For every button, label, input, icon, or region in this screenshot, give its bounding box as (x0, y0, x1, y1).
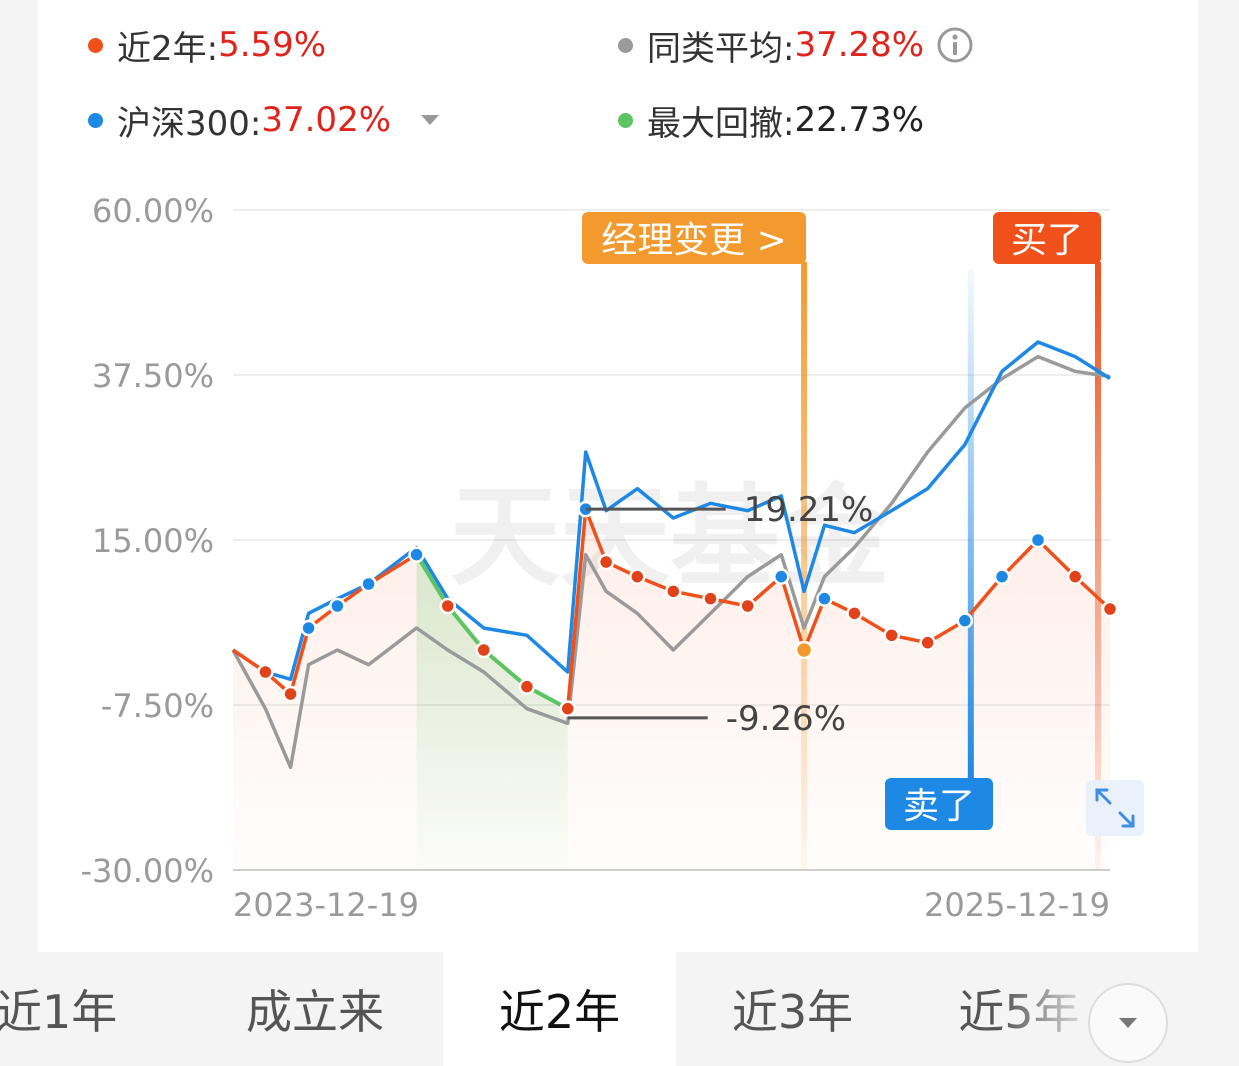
legend-index-label: 沪深300: (117, 103, 262, 144)
y-tick-label: 60.00% (92, 192, 214, 230)
trade-dot (665, 583, 682, 600)
trade-dot (475, 641, 492, 659)
legend-fund-label: 近2年: (117, 28, 219, 69)
category-avg-dot-icon (618, 37, 633, 53)
more-tabs-button[interactable] (1088, 983, 1168, 1063)
max-drawdown-area (416, 554, 568, 870)
legend-category-avg-label: 同类平均: (647, 28, 795, 69)
event-lines (801, 262, 1101, 870)
y-tick-label: -7.50% (101, 687, 214, 725)
trade-dot (773, 568, 790, 585)
manager-change-label: 经理变更 > (601, 220, 787, 261)
series-lines (231, 340, 1112, 770)
tab-since-inception[interactable]: 成立来 (246, 985, 384, 1039)
y-axis-ticks: 60.00% 37.50% 15.00% -7.50% -30.00% (80, 192, 214, 890)
trade-dot (300, 619, 317, 637)
expand-button[interactable] (1086, 780, 1144, 836)
tab-1y[interactable]: 近1年 (0, 985, 118, 1039)
sell-tag[interactable]: 卖了 (885, 778, 993, 830)
legend-max-drawdown-value: 22.73% (794, 100, 925, 140)
trade-dot (282, 685, 299, 703)
trade-dot (1066, 568, 1084, 585)
trade-dot (559, 700, 576, 717)
legend-fund-value: 5.59% (218, 25, 327, 65)
buy-label: 买了 (1011, 220, 1083, 261)
trade-dot (629, 568, 646, 585)
trade-dot (518, 678, 536, 695)
y-tick-label: -30.00% (80, 852, 214, 890)
legend-max-drawdown-label: 最大回撤: (647, 103, 795, 144)
event-line (967, 270, 974, 780)
tab-fade (1000, 952, 1100, 1066)
trade-dot (1029, 531, 1047, 549)
manager-change-dot (794, 640, 814, 660)
expand-icon (1095, 788, 1135, 828)
trade-dot (846, 605, 863, 622)
event-line (1095, 262, 1101, 870)
trade-dot (408, 546, 425, 563)
series-line-1 (231, 354, 1111, 770)
trade-dot (739, 597, 756, 615)
low-annotation: -9.26% (726, 699, 846, 739)
trade-dot (329, 597, 346, 615)
manager-change-tag[interactable]: 经理变更 > (582, 212, 806, 264)
x-tick-label: 2025-12-19 (924, 886, 1110, 924)
trade-dot (993, 568, 1011, 585)
trade-dot (1101, 600, 1119, 618)
high-annotation: 19.21% (744, 490, 874, 530)
sell-label: 卖了 (903, 786, 975, 827)
trade-dot (956, 612, 974, 629)
watermark: 天天基金 (450, 477, 891, 599)
caret-down-icon (1119, 1018, 1137, 1028)
performance-chart[interactable]: 60.00% 37.50% 15.00% -7.50% -30.00% 2023-12-… (0, 0, 1239, 952)
legend-fund[interactable]: 近2年: 5.59% (88, 20, 326, 70)
x-axis-ticks: 2023-12-19 2025-12-19 (233, 886, 1110, 924)
trade-dot (702, 590, 719, 607)
legend-category-avg-value: 37.28% (794, 25, 925, 65)
trade-dot (919, 634, 936, 651)
y-tick-label: 37.50% (92, 357, 214, 395)
trade-dot (816, 590, 833, 607)
drawdown-dot-icon (618, 112, 633, 128)
trade-dot (597, 553, 615, 571)
tab-3y[interactable]: 近3年 (731, 985, 854, 1039)
index-dot-icon (88, 112, 103, 128)
tab-2y[interactable]: 近2年 (443, 952, 676, 1066)
buy-tag[interactable]: 买了 (993, 212, 1101, 264)
caret-down-icon[interactable] (419, 113, 441, 127)
trade-dot (360, 575, 377, 593)
fund-dot-icon (88, 37, 103, 53)
legend-index-value: 37.02% (261, 100, 392, 140)
trade-dot (257, 663, 274, 681)
info-icon[interactable] (936, 26, 974, 64)
y-tick-label: 15.00% (92, 522, 214, 560)
legend-category-avg[interactable]: 同类平均: 37.28% (618, 20, 974, 70)
series-line-2 (232, 340, 1111, 682)
x-tick-label: 2023-12-19 (233, 886, 419, 924)
legend-index[interactable]: 沪深300: 37.02% (88, 95, 441, 145)
trade-dot (439, 597, 457, 615)
trade-dot (883, 627, 900, 644)
legend-max-drawdown[interactable]: 最大回撤: 22.73% (618, 95, 924, 145)
series-line-0 (232, 507, 1112, 711)
event-line (801, 262, 808, 870)
